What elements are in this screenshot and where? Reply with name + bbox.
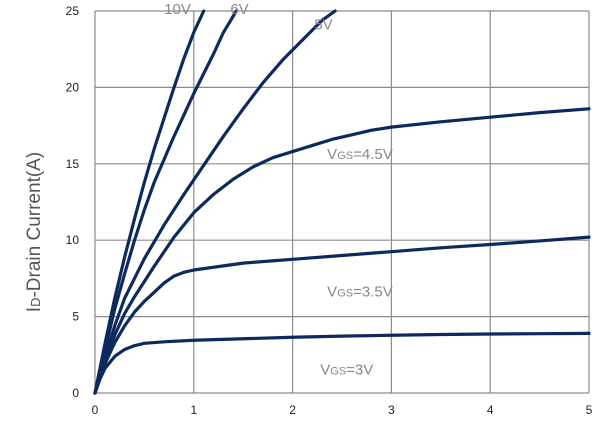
y-tick-label: 10 xyxy=(66,233,80,247)
x-tick-label: 0 xyxy=(92,403,99,417)
x-tick-label: 4 xyxy=(487,403,494,417)
curve-label-sub: GS xyxy=(337,288,353,300)
series-line-vgs-3v xyxy=(93,331,591,395)
series-line-6v xyxy=(93,9,238,395)
curve-label-main: 6V xyxy=(230,1,248,18)
y-tick-label: 20 xyxy=(66,80,80,94)
series-line-vgs-4p5v xyxy=(93,107,591,395)
curve-label-5v: 5V xyxy=(314,16,332,33)
series-line-vgs-3p5v xyxy=(93,235,591,395)
series-lines xyxy=(93,9,591,395)
y-tick-label: 25 xyxy=(66,4,80,18)
curve-label-main: 5V xyxy=(314,16,332,33)
grid xyxy=(94,10,590,394)
y-axis-label-rest: -Drain Current(A) xyxy=(24,152,45,298)
curve-label-vgs-3p5v: VGS=3.5V xyxy=(327,284,393,301)
curve-label-suffix: =3.5V xyxy=(353,284,393,301)
curve-label-sub: GS xyxy=(337,150,353,162)
curve-label-main: V xyxy=(320,362,330,379)
y-axis-label: ID-Drain Current(A) xyxy=(24,152,45,312)
y-axis-label-prefix: I xyxy=(24,307,45,312)
x-tick-label: 2 xyxy=(289,403,296,417)
curve-label-10v: 10V xyxy=(164,1,191,18)
series-line-5v xyxy=(93,9,337,395)
curve-label-6v: 6V xyxy=(230,1,248,18)
y-tick-label: 15 xyxy=(66,157,80,171)
curve-label-sub: GS xyxy=(330,366,346,378)
x-tick-label: 1 xyxy=(190,403,197,417)
curve-label-main: 10V xyxy=(164,1,191,18)
curve-label-suffix: =4.5V xyxy=(353,146,393,163)
y-tick-label: 5 xyxy=(72,310,79,324)
curve-label-suffix: =3V xyxy=(346,362,373,379)
curve-label-main: V xyxy=(327,146,337,163)
curve-label-main: V xyxy=(327,284,337,301)
x-tick-label: 3 xyxy=(388,403,395,417)
x-tick-label: 5 xyxy=(586,403,593,417)
curve-label-vgs-3v: VGS=3V xyxy=(320,362,373,379)
tick-labels: 0 1 2 3 4 5 0 5 10 15 20 25 xyxy=(66,4,593,417)
curve-label-vgs-4p5v: VGS=4.5V xyxy=(327,146,393,163)
y-axis-label-sub: D xyxy=(28,298,43,307)
y-tick-label: 0 xyxy=(72,386,79,400)
